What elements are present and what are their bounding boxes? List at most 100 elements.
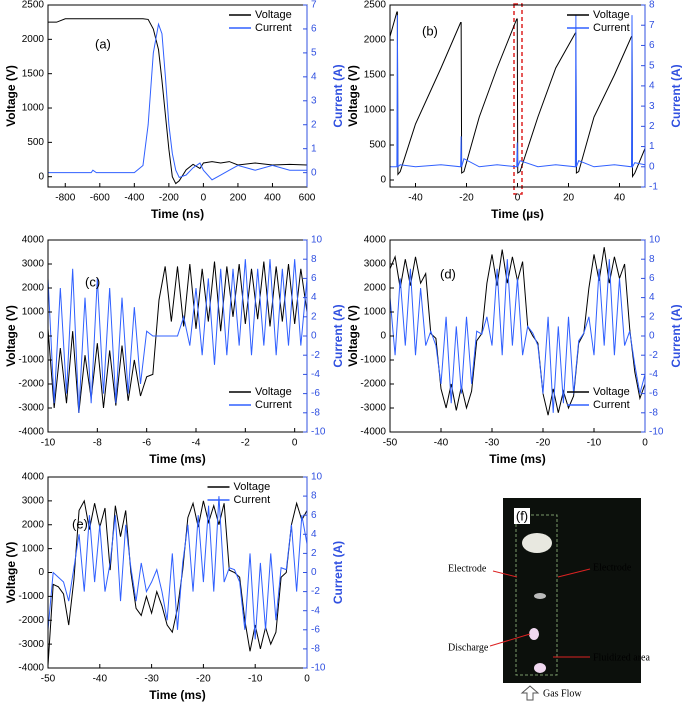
y2-tick-label: 5 <box>649 60 655 71</box>
series-line <box>48 259 307 413</box>
label-box <box>514 508 530 524</box>
x-tick-label: 0 <box>292 438 298 449</box>
y2-tick-label: 4 <box>649 292 655 303</box>
y-tick-label: -4000 <box>18 663 44 674</box>
y2-tick-label: 6 <box>649 40 655 51</box>
x-tick-label: -30 <box>144 674 159 685</box>
x-tick-label: 0 <box>201 193 207 204</box>
y2-tick-label: -6 <box>311 388 320 399</box>
legend-label: Current <box>255 399 292 411</box>
y-tick-label: -4000 <box>18 427 44 438</box>
x-tick-label: -20 <box>196 674 211 685</box>
y-tick-label: 2500 <box>364 0 387 11</box>
y-tick-label: 0 <box>38 331 44 342</box>
y2-axis-label: Current (A) <box>331 304 345 367</box>
y2-axis-label: Current (A) <box>669 304 682 367</box>
y-tick-label: 2000 <box>364 35 387 46</box>
y-tick-label: 1000 <box>364 307 387 318</box>
panel-label: (f) <box>516 508 528 523</box>
photo-annotation: Discharge <box>448 642 489 653</box>
y-tick-label: -2000 <box>18 615 44 626</box>
y-tick-label: 4000 <box>22 235 45 246</box>
y-tick-label: 4000 <box>364 235 387 246</box>
y-tick-label: 0 <box>38 171 44 182</box>
y-tick-label: 1000 <box>22 543 45 554</box>
x-tick-label: 200 <box>230 193 247 204</box>
x-tick-label: 0 <box>642 438 648 449</box>
y2-tick-label: 4 <box>311 71 317 82</box>
y2-tick-label: 6 <box>311 510 317 521</box>
y-tick-label: 2500 <box>22 0 45 11</box>
legend-label: Voltage <box>593 386 630 398</box>
series-line <box>48 496 307 640</box>
y2-tick-label: 4 <box>649 81 655 92</box>
y2-tick-label: -4 <box>649 369 658 380</box>
y-tick-label: 1500 <box>22 68 45 79</box>
y-tick-label: -2000 <box>360 379 386 390</box>
x-axis-label: Time (µs) <box>491 207 544 221</box>
discharge-glow <box>534 593 546 599</box>
x-tick-label: -8 <box>93 438 102 449</box>
x-tick-label: -600 <box>90 193 110 204</box>
y-tick-label: 3000 <box>22 496 45 507</box>
y-tick-label: 1000 <box>364 105 387 116</box>
photo <box>503 498 641 683</box>
y2-tick-label: -2 <box>311 586 320 597</box>
y-tick-label: 3000 <box>364 259 387 270</box>
series-line <box>390 15 645 169</box>
y2-tick-label: -2 <box>649 350 658 361</box>
discharge-glow <box>534 663 546 673</box>
y-tick-label: -1000 <box>18 355 44 366</box>
y2-tick-label: 6 <box>311 24 317 35</box>
series-line <box>48 18 307 185</box>
x-tick-label: 400 <box>264 193 281 204</box>
chart-panel: -800 -600 -400 -200 0 200 400 60005001000150020… <box>4 0 345 221</box>
y-axis-label: Voltage (V) <box>4 65 18 127</box>
y-tick-label: 500 <box>27 137 44 148</box>
series-line <box>390 259 645 413</box>
legend-label: Current <box>593 399 630 411</box>
y-axis-label: Voltage (V) <box>346 305 360 367</box>
x-tick-label: 0 <box>515 193 521 204</box>
y2-tick-label: 2 <box>649 311 655 322</box>
y-tick-label: 2000 <box>22 519 45 530</box>
y2-tick-label: 10 <box>311 472 323 483</box>
x-tick-label: -30 <box>485 438 500 449</box>
x-tick-label: -10 <box>41 438 56 449</box>
x-tick-label: -200 <box>159 193 179 204</box>
y2-tick-label: -4 <box>311 605 320 616</box>
y2-tick-label: 0 <box>311 567 317 578</box>
y-tick-label: -1000 <box>18 591 44 602</box>
chart-panel: -10 -8 -6 -4 -2 0 -4000 -3000 -2000 -1000 0 1000 200… <box>4 235 345 467</box>
x-tick-label: -400 <box>124 193 144 204</box>
x-tick-label: -40 <box>434 438 449 449</box>
legend-label: Voltage <box>255 9 292 21</box>
y-tick-label: 1000 <box>22 103 45 114</box>
y2-tick-label: 4 <box>311 529 317 540</box>
series-line <box>48 499 307 666</box>
photo-panel: (f) Electrode Electrode Discharge Fluidi… <box>448 498 650 701</box>
y2-tick-label: -2 <box>311 350 320 361</box>
x-axis-label: Time (ms) <box>149 688 205 702</box>
y2-tick-label: 2 <box>311 548 317 559</box>
legend-label: Current <box>255 22 292 34</box>
y2-tick-label: -6 <box>649 388 658 399</box>
y2-tick-label: 6 <box>311 273 317 284</box>
y2-tick-label: 8 <box>311 491 317 502</box>
y-tick-label: -3000 <box>360 403 386 414</box>
arrow <box>492 570 518 578</box>
x-tick-label: -10 <box>248 674 263 685</box>
y2-tick-label: 6 <box>649 273 655 284</box>
legend-label: Voltage <box>234 481 271 493</box>
arrow <box>489 633 531 647</box>
y-tick-label: -3000 <box>18 403 44 414</box>
x-axis-label: Time (ms) <box>149 452 205 466</box>
legend-label: Current <box>593 22 630 34</box>
x-tick-label: 0 <box>304 674 310 685</box>
x-tick-label: -50 <box>383 438 398 449</box>
series-line <box>48 22 307 181</box>
y-axis-label: Voltage (V) <box>346 65 360 127</box>
y-tick-label: 1500 <box>364 70 387 81</box>
y-tick-label: 3000 <box>22 259 45 270</box>
x-axis-label: Time (ns) <box>151 207 204 221</box>
